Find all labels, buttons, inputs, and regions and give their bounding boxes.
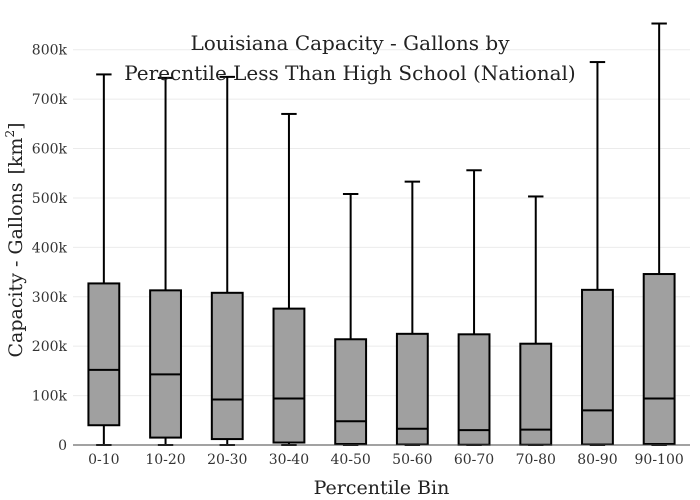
box-10-20	[149, 76, 182, 446]
box-0-10	[87, 73, 121, 446]
chart-title-line-1: Louisiana Capacity - Gallons by	[190, 31, 510, 55]
x-tick-label: 80-90	[577, 452, 617, 468]
y-axis-title-unit-close: ]	[5, 122, 27, 129]
box-40-50	[334, 192, 368, 446]
y-axis-title-text: Capacity - Gallons	[5, 182, 27, 357]
box-50-60	[395, 180, 429, 446]
x-tick-label: 90-100	[635, 452, 684, 468]
x-tick-label: 40-50	[330, 452, 370, 468]
iqr-box	[642, 273, 676, 446]
x-axis-title: Percentile Bin	[314, 477, 450, 499]
iqr-box	[149, 289, 182, 439]
y-tick-label: 200k	[32, 339, 68, 355]
box-60-70	[457, 169, 491, 446]
y-tick-label: 400k	[32, 240, 68, 256]
y-tick-label: 300k	[32, 290, 68, 306]
iqr-box	[210, 291, 244, 441]
y-axis-title-unit: [km	[5, 138, 27, 175]
y-axis-ticks: 0 100k 200k 300k 400k 500k 600k 700k 800k	[32, 43, 68, 454]
boxes-layer	[87, 22, 676, 446]
x-tick-label: 50-60	[392, 452, 432, 468]
y-tick-label: 600k	[32, 142, 68, 158]
iqr-box	[272, 307, 306, 444]
x-tick-label: 0-10	[88, 452, 119, 468]
x-tick-label: 20-30	[207, 452, 247, 468]
x-axis-ticks: 0-10 10-20 20-30 30-40 40-50 50-60 60-70 70-80 8…	[88, 452, 684, 468]
y-tick-label: 500k	[32, 191, 68, 207]
y-tick-label: 0	[58, 438, 67, 454]
y-tick-label: 700k	[32, 92, 68, 108]
chart-title-line-2: Perecntile Less Than High School (Nation…	[124, 61, 576, 85]
y-axis-title: Capacity - Gallons [km2]	[3, 122, 27, 357]
iqr-box	[457, 333, 491, 446]
box-20-30	[210, 75, 244, 446]
iqr-box	[519, 342, 553, 446]
x-tick-label: 60-70	[454, 452, 494, 468]
iqr-box	[395, 332, 429, 446]
box-80-90	[581, 61, 614, 446]
box-30-40	[272, 112, 306, 446]
y-axis-title-unit-sup: 2	[3, 130, 17, 138]
iqr-box	[581, 288, 614, 446]
y-tick-label: 800k	[32, 43, 68, 59]
box-70-80	[519, 195, 553, 446]
x-tick-label: 70-80	[516, 452, 556, 468]
iqr-box	[334, 338, 368, 446]
iqr-box	[87, 282, 121, 427]
y-tick-label: 100k	[32, 389, 68, 405]
x-tick-label: 10-20	[145, 452, 185, 468]
box-90-100	[642, 22, 676, 446]
x-tick-label: 30-40	[269, 452, 309, 468]
